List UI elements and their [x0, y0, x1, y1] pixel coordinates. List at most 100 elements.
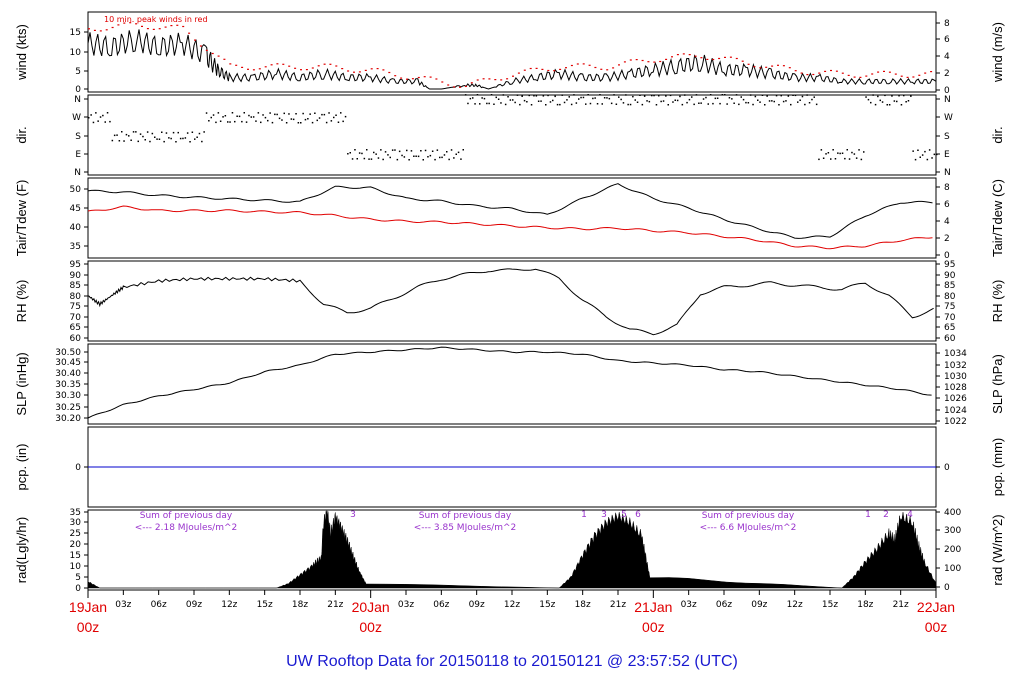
dir-point: [314, 112, 316, 114]
right-tick-label: 100: [944, 564, 961, 574]
dir-point: [417, 155, 420, 158]
dir-point: [855, 157, 858, 159]
peak-wind-point: [706, 58, 709, 60]
dir-point: [610, 102, 613, 105]
peak-wind-point: [812, 73, 815, 76]
rad-series-area: [87, 510, 937, 589]
x-tick-label: 18z: [292, 600, 308, 610]
peak-wind-point: [205, 49, 208, 51]
dir-point: [898, 95, 900, 97]
right-tick-label: 60: [944, 334, 956, 344]
peak-wind-point: [623, 61, 626, 63]
dir-point: [691, 96, 693, 98]
dir-point: [933, 153, 936, 156]
peak-wind-point: [382, 69, 385, 71]
dir-point: [573, 94, 575, 96]
peak-wind-point: [111, 26, 114, 29]
peak-wind-point: [629, 59, 632, 61]
peak-wind-point: [423, 76, 426, 78]
dir-point: [401, 154, 403, 157]
dir-point: [549, 101, 552, 103]
peak-wind-point: [618, 64, 620, 66]
dir-point: [669, 94, 672, 97]
peak-wind-point: [818, 72, 821, 74]
dir-point: [95, 112, 97, 114]
peak-wind-point: [718, 57, 721, 60]
peak-wind-point: [729, 56, 732, 58]
right-tick-label: 0: [944, 251, 950, 261]
peak-wind-point: [400, 77, 403, 79]
tdew-series-line: [87, 205, 933, 250]
dir-point: [325, 121, 328, 124]
dir-point: [398, 150, 401, 153]
left-tick-label: 15: [70, 551, 81, 561]
dir-point: [827, 152, 830, 154]
dir-point: [749, 94, 752, 96]
left-tick-label: 30.35: [55, 380, 81, 390]
dir-point: [283, 112, 285, 115]
dir-point: [768, 100, 771, 102]
dir-point: [806, 94, 808, 96]
dir-point: [252, 116, 255, 118]
dir-point: [469, 97, 472, 100]
peak-wind-point: [635, 59, 638, 61]
dir-point: [851, 151, 853, 154]
left-tick-label: 45: [70, 204, 81, 214]
panel-rad: rad(Lgly/hr) rad (W/m^2)05101520253035010…: [14, 508, 1005, 594]
dir-point: [787, 95, 790, 97]
peak-wind-point: [759, 67, 762, 69]
day-sum-title: Sum of previous day: [419, 511, 512, 521]
dir-point: [344, 115, 347, 118]
date-label: 20Jan: [352, 599, 390, 615]
dir-point: [333, 116, 335, 119]
dir-point: [780, 94, 782, 97]
peak-wind-point: [482, 78, 485, 80]
right-tick-label: 8: [944, 183, 950, 193]
peak-wind-point: [800, 72, 803, 74]
peak-wind-point: [547, 69, 550, 72]
rad-marker-number: 6: [635, 510, 641, 520]
dir-point: [135, 131, 137, 133]
peak-wind-point: [506, 78, 509, 80]
right-axis-label-pcp: pcp. (mm): [990, 438, 1005, 497]
left-axis-label-wind: wind (kts): [14, 24, 29, 81]
dir-point: [106, 112, 109, 114]
rad-marker-number: 3: [601, 510, 607, 520]
peak-wind-point: [135, 23, 138, 25]
right-tick-label: 300: [944, 526, 961, 536]
dir-point: [410, 150, 413, 152]
x-tick-label: 03z: [398, 600, 414, 610]
peak-wind-point: [883, 70, 885, 72]
peak-wind-point: [370, 68, 373, 70]
left-tick-label: 75: [70, 302, 81, 312]
peak-wind-point: [459, 86, 461, 88]
dir-point: [495, 96, 497, 99]
peak-wind-point: [435, 78, 438, 80]
peak-wind-point: [117, 24, 120, 26]
dir-point: [234, 120, 236, 123]
dir-point: [436, 149, 439, 151]
peak-wind-point: [123, 22, 126, 24]
peak-wind-point: [394, 75, 397, 77]
dir-point: [919, 156, 921, 158]
dir-point: [879, 99, 881, 102]
dir-point: [467, 102, 469, 105]
left-tick-label: 15: [70, 28, 81, 38]
peak-wind-point: [582, 63, 585, 65]
dir-point: [877, 95, 879, 98]
dir-point: [523, 99, 526, 102]
peak-wind-point: [906, 76, 909, 78]
peak-wind-point: [217, 55, 220, 57]
dir-point: [618, 96, 620, 98]
peak-wind-point: [841, 72, 844, 74]
dir-point: [368, 158, 370, 160]
dir-point: [165, 132, 168, 134]
dir-point: [846, 149, 848, 151]
right-tick-label: 1026: [944, 394, 967, 404]
peak-wind-point: [794, 70, 797, 72]
dir-point: [568, 96, 570, 98]
peak-wind-point: [317, 65, 320, 67]
dir-point: [643, 95, 646, 97]
peak-wind-point: [353, 71, 355, 73]
dir-point: [493, 103, 495, 105]
